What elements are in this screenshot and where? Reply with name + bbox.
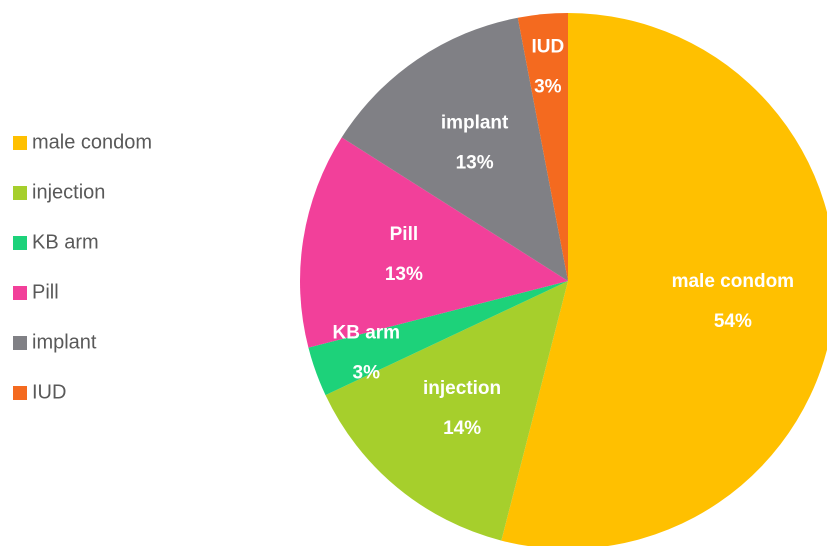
pie-slice	[341, 17, 568, 282]
slice-category-label: implant	[441, 113, 509, 134]
legend-swatch	[13, 336, 27, 350]
legend-label: IUD	[32, 381, 66, 403]
slice-category-label: male condom	[672, 271, 794, 292]
legend-swatch	[13, 186, 27, 200]
slice-category-label: Pill	[390, 224, 419, 245]
pie-slice	[517, 13, 568, 281]
slice-category-label: IUD	[531, 37, 564, 58]
pie-slice	[501, 13, 827, 546]
legend-label: injection	[32, 181, 105, 203]
pie-slice	[325, 281, 568, 541]
slice-value-label: 13%	[456, 153, 494, 174]
legend-swatch	[13, 386, 27, 400]
slice-value-label: 3%	[534, 77, 562, 98]
legend-label: KB arm	[32, 231, 99, 253]
slice-value-label: 54%	[714, 311, 752, 332]
legend-label: Pill	[32, 281, 59, 303]
pie-slice	[300, 137, 568, 348]
slice-value-label: 3%	[353, 363, 381, 384]
slice-category-label: injection	[423, 378, 501, 399]
legend-swatch	[13, 286, 27, 300]
legend-label: male condom	[32, 131, 152, 153]
legend-swatch	[13, 136, 27, 150]
legend-label: implant	[32, 331, 97, 353]
legend-swatch	[13, 236, 27, 250]
slice-value-label: 13%	[385, 264, 423, 285]
slice-category-label: KB arm	[332, 323, 400, 344]
slice-value-label: 14%	[443, 418, 481, 439]
pie-slice	[308, 281, 568, 396]
